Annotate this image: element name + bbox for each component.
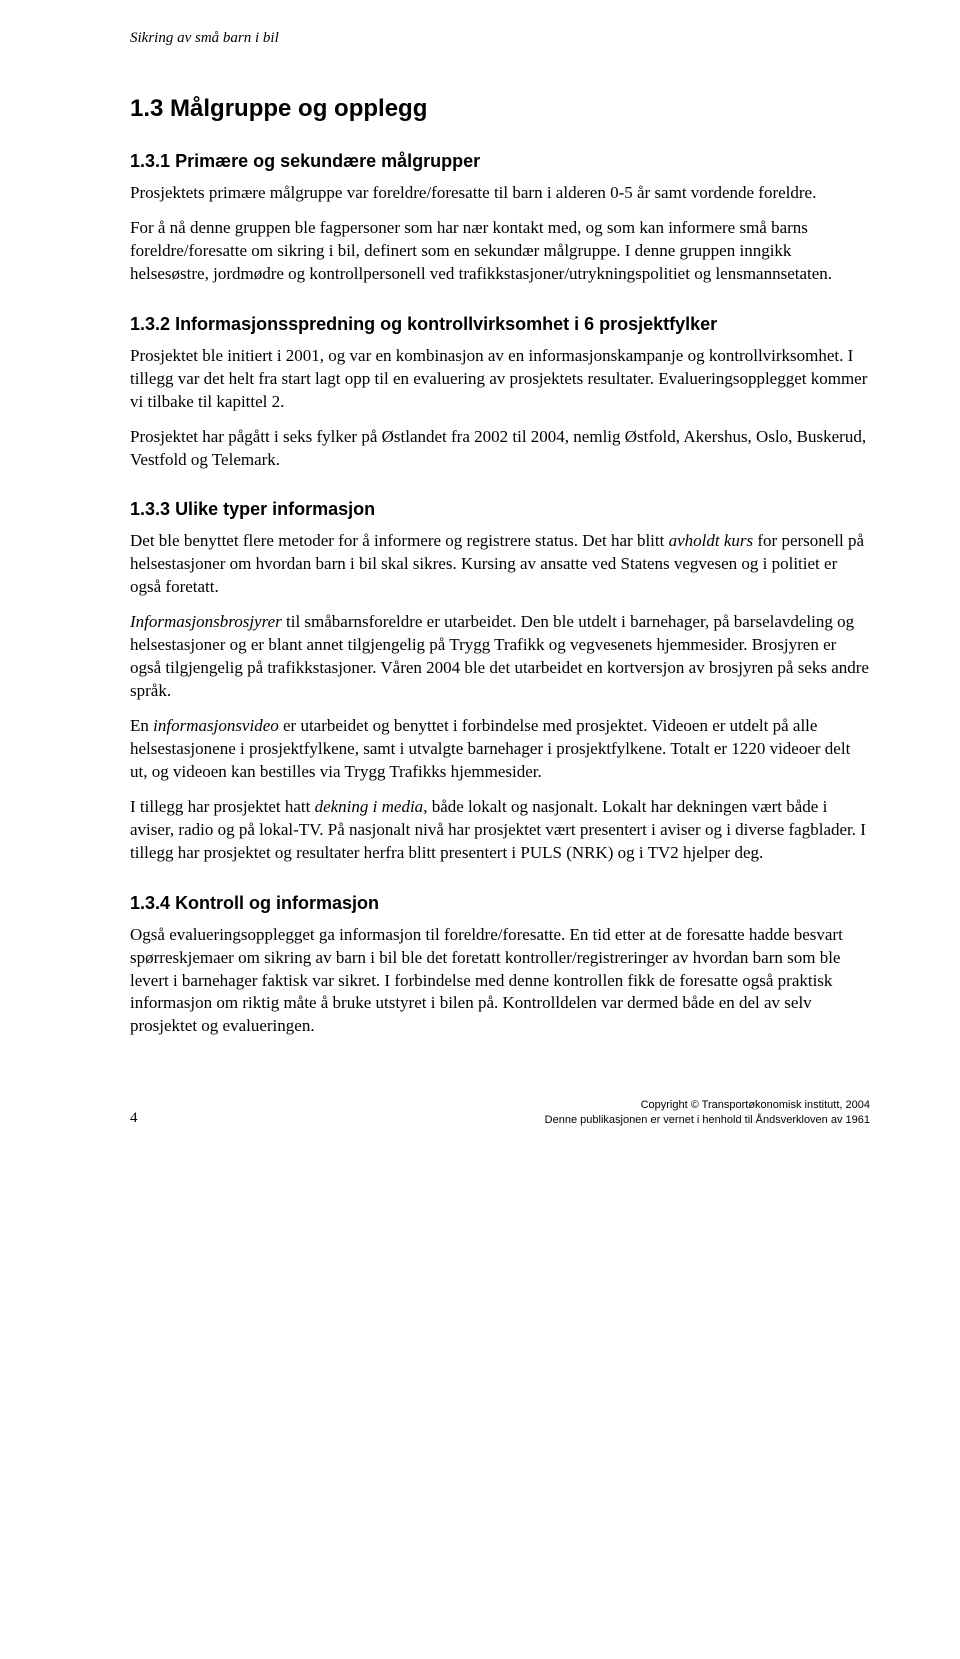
section-title: 1.3 Målgruppe og opplegg [130,95,870,123]
copyright-line-1: Copyright © Transportøkonomisk institutt… [545,1098,870,1112]
subsection-title-1-3-4: 1.3.4 Kontroll og informasjon [130,893,870,914]
paragraph: Prosjektet ble initiert i 2001, og var e… [130,345,870,414]
paragraph: Det ble benyttet flere metoder for å inf… [130,530,870,599]
section-title-text: Målgruppe og opplegg [170,95,427,122]
paragraph: En informasjonsvideo er utarbeidet og be… [130,715,870,784]
copyright-block: Copyright © Transportøkonomisk institutt… [545,1098,870,1127]
page-number: 4 [130,1110,138,1127]
subsection-title-text: Informasjonsspredning og kontrollvirksom… [175,314,717,334]
subsection-title-1-3-3: 1.3.3 Ulike typer informasjon [130,499,870,520]
paragraph: Prosjektet har pågått i seks fylker på Ø… [130,426,870,472]
subsection-title-text: Ulike typer informasjon [175,499,375,519]
paragraph: Prosjektets primære målgruppe var foreld… [130,182,870,205]
paragraph: Informasjonsbrosjyrer til småbarnsforeld… [130,611,870,703]
section-number: 1.3 [130,95,163,122]
paragraph: I tillegg har prosjektet hatt dekning i … [130,796,870,865]
subsection-title-1-3-1: 1.3.1 Primære og sekundære målgrupper [130,151,870,172]
subsection-number: 1.3.4 [130,893,170,913]
running-header: Sikring av små barn i bil [130,30,870,47]
paragraph: Også evalueringsopplegget ga informasjon… [130,924,870,1039]
subsection-title-text: Primære og sekundære målgrupper [175,151,480,171]
subsection-number: 1.3.3 [130,499,170,519]
paragraph: For å nå denne gruppen ble fagpersoner s… [130,217,870,286]
subsection-title-text: Kontroll og informasjon [175,893,379,913]
subsection-number: 1.3.1 [130,151,170,171]
copyright-line-2: Denne publikasjonen er vernet i henhold … [545,1113,870,1127]
subsection-title-1-3-2: 1.3.2 Informasjonsspredning og kontrollv… [130,314,870,335]
page-footer: 4 Copyright © Transportøkonomisk institu… [130,1098,870,1127]
subsection-number: 1.3.2 [130,314,170,334]
